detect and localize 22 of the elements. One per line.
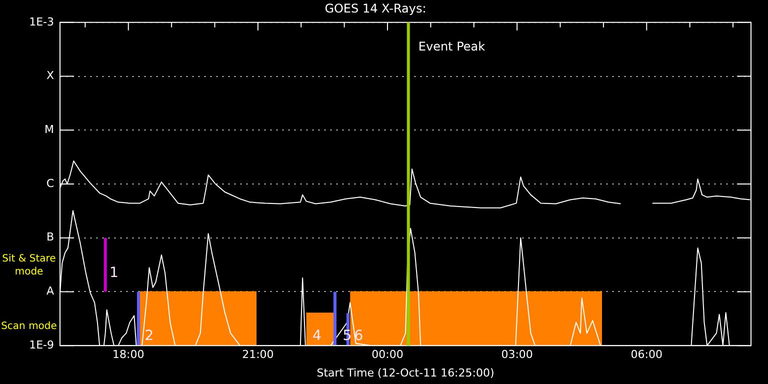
- y-tick-label: B: [46, 230, 54, 244]
- annotation: 2: [144, 328, 154, 344]
- y-tick-label: C: [46, 176, 54, 190]
- x-axis-title: Start Time (12-Oct-11 16:25:00): [316, 366, 494, 380]
- x-tick-label: 21:00: [242, 348, 274, 362]
- annotation: 4: [312, 328, 322, 344]
- text: Scan mode: [1, 321, 57, 332]
- text: Sit & Stare mode: [2, 254, 56, 278]
- x-tick-label: 00:00: [372, 348, 404, 362]
- y-tick-label: 1E-9: [29, 338, 54, 352]
- y-tick-label: X: [46, 69, 54, 82]
- annotation: 6: [354, 328, 364, 344]
- y-tick-label: M: [44, 122, 54, 136]
- x-tick-label: 03:00: [501, 348, 533, 362]
- x-tick-label: 06:00: [630, 348, 662, 362]
- x-tick-label: 18:00: [112, 348, 144, 362]
- annotation: 1: [110, 264, 118, 281]
- annotation: 5: [342, 328, 352, 344]
- chart-title: GOES 14 X-Rays:: [324, 1, 426, 16]
- y-tick-label: 1E-3: [29, 15, 54, 28]
- ref-line-label: Event Peak: [418, 40, 486, 54]
- y-tick-label: A: [46, 284, 54, 298]
